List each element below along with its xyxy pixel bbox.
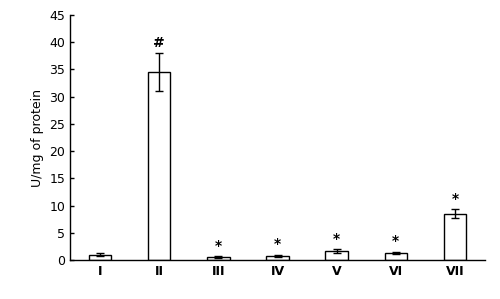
Text: *: * — [215, 239, 222, 252]
Bar — [148, 72, 171, 260]
Y-axis label: U/mg of protein: U/mg of protein — [30, 89, 44, 187]
Text: *: * — [392, 234, 400, 248]
Text: *: * — [452, 192, 458, 206]
Text: *: * — [333, 232, 340, 246]
Bar — [207, 257, 230, 260]
Bar — [89, 255, 112, 260]
Bar — [266, 256, 288, 260]
Bar — [444, 214, 466, 260]
Bar — [384, 253, 407, 260]
Text: *: * — [274, 237, 281, 251]
Text: #: # — [154, 36, 165, 50]
Bar — [326, 251, 348, 260]
